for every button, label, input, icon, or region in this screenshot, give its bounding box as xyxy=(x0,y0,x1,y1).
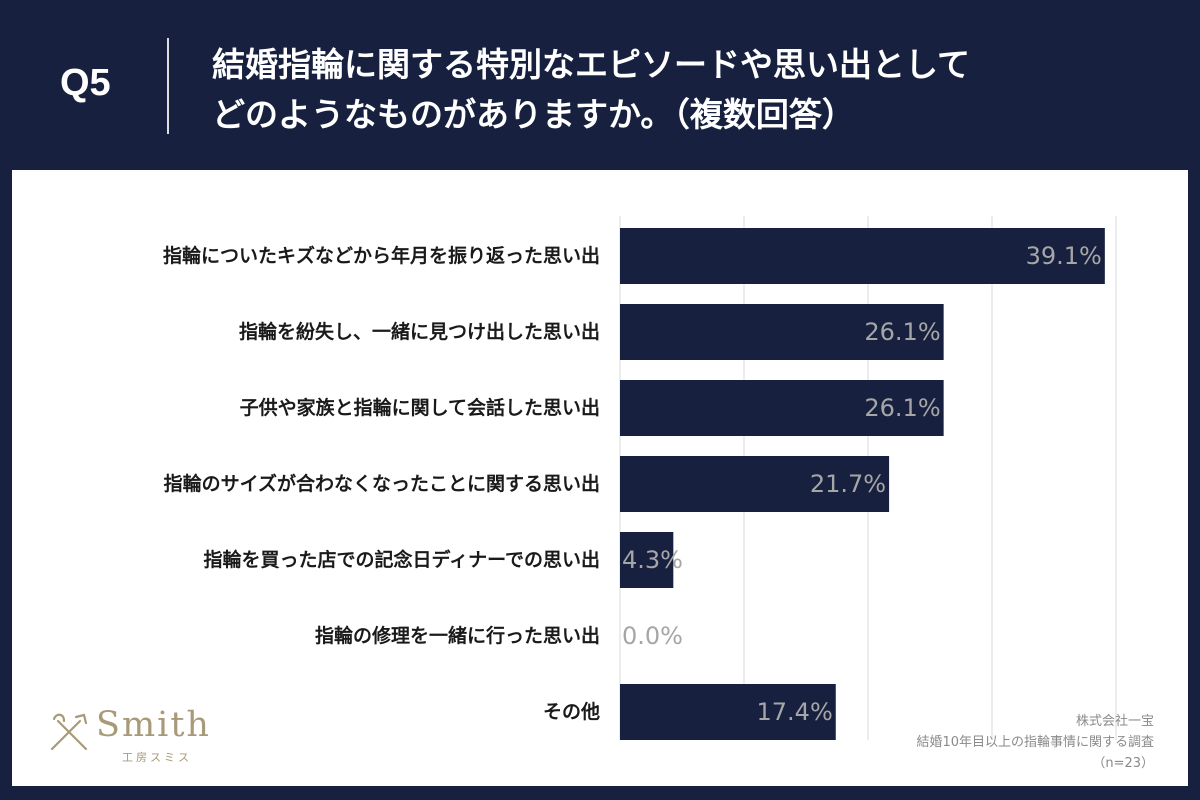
category-label: 指輪の修理を一緒に行った思い出 xyxy=(315,624,600,647)
data-label: 0.0% xyxy=(622,622,683,650)
category-label: 指輪についたキズなどから年月を振り返った思い出 xyxy=(163,244,600,267)
category-label: 子供や家族と指輪に関して会話した思い出 xyxy=(240,396,600,419)
bar xyxy=(620,380,944,436)
logo-wordmark: Smith xyxy=(96,705,211,745)
bar-chart: 指輪についたキズなどから年月を振り返った思い出 39.1% 指輪を紛失し、一緒に見つ… xyxy=(163,216,1117,740)
footnote-company: 株式会社一宝 xyxy=(1075,714,1154,729)
footnote-survey: 結婚10年目以上の指輪事情に関する調査 xyxy=(916,735,1154,750)
data-label: 21.7% xyxy=(810,470,886,498)
smith-logo: Smith 工房スミス xyxy=(46,705,246,765)
category-label: 指輪のサイズが合わなくなったことに関する思い出 xyxy=(164,472,600,495)
bar xyxy=(620,532,674,588)
logo-subtitle: 工房スミス xyxy=(122,751,192,764)
crossed-tools-icon xyxy=(50,713,88,751)
question-title-line1: 結婚指輪に関する特別なエピソードや思い出として xyxy=(212,45,971,84)
question-title: 結婚指輪に関する特別なエピソードや思い出として どのようなものがありますか。（複… xyxy=(212,40,1172,140)
footnote-sample: （n=23） xyxy=(1092,756,1154,771)
data-label: 26.1% xyxy=(864,394,940,422)
header: Q5 結婚指輪に関する特別なエピソードや思い出として どのようなものがありますか… xyxy=(0,0,1200,170)
chart-panel: 指輪についたキズなどから年月を振り返った思い出 39.1% 指輪を紛失し、一緒に見つ… xyxy=(12,170,1188,786)
footnote: 株式会社一宝 結婚10年目以上の指輪事情に関する調査 （n=23） xyxy=(916,711,1154,774)
bar xyxy=(620,456,890,512)
category-label: 指輪を買った店での記念日ディナーでの思い出 xyxy=(203,548,600,571)
bar xyxy=(620,304,944,360)
data-label: 4.3% xyxy=(622,546,683,574)
bar xyxy=(620,684,836,740)
category-label: その他 xyxy=(543,700,600,723)
data-label: 17.4% xyxy=(757,698,833,726)
bar xyxy=(620,228,1105,284)
header-divider xyxy=(167,38,169,134)
data-label: 26.1% xyxy=(864,318,940,346)
question-number: Q5 xyxy=(60,62,111,104)
data-label: 39.1% xyxy=(1026,242,1102,270)
question-title-line2: どのようなものがありますか。（複数回答） xyxy=(212,95,855,134)
category-label: 指輪を紛失し、一緒に見つけ出した思い出 xyxy=(239,320,600,343)
